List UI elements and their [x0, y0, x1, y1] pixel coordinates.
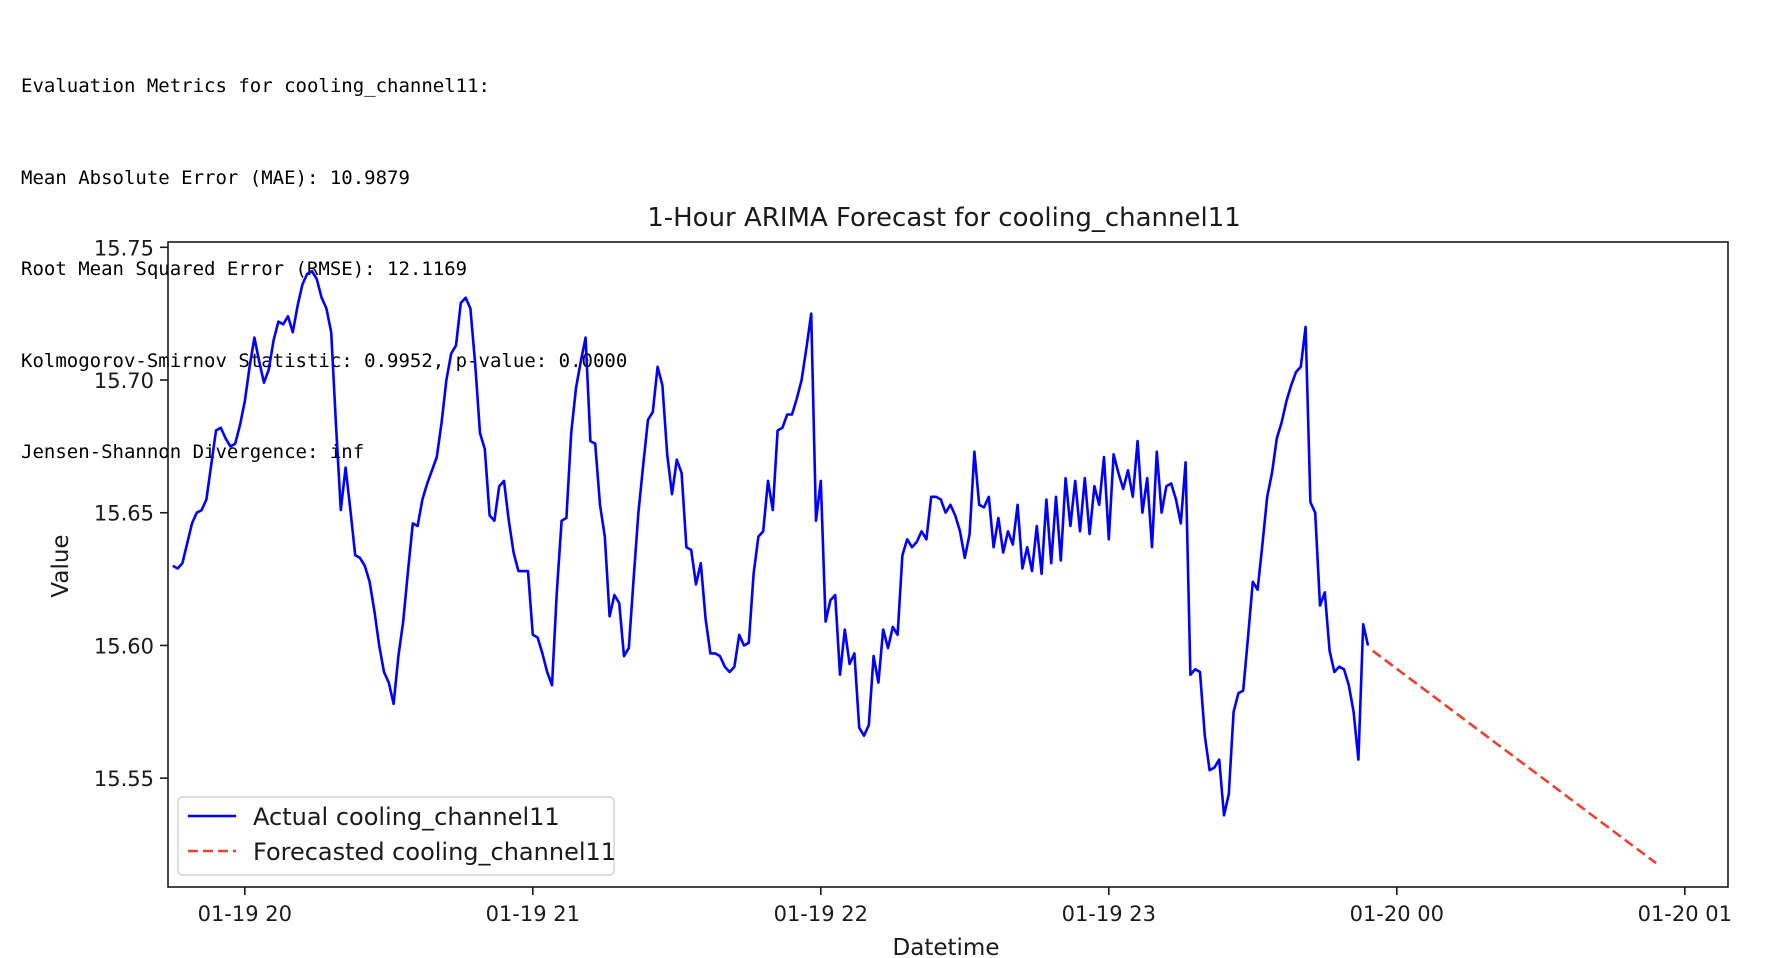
y-tick-label: 15.65 [94, 502, 154, 526]
x-tick-label: 01-20 00 [1350, 902, 1444, 926]
metric-ks: Kolmogorov-Smirnov Statistic: 0.9952, p-… [21, 349, 628, 372]
series-line-forecast [1372, 649, 1657, 865]
y-axis: 15.55 15.60 15.65 15.70 15.75 [94, 236, 168, 791]
legend-label-actual: Actual cooling_channel11 [253, 803, 560, 831]
x-tick-label: 01-19 22 [774, 902, 868, 926]
chart-title: 1-Hour ARIMA Forecast for cooling_channe… [647, 203, 1241, 233]
y-tick-label: 15.75 [94, 236, 154, 260]
plot-series [172, 269, 1657, 865]
metrics-header: Evaluation Metrics for cooling_channel11… [21, 75, 490, 97]
x-tick-label: 01-20 01 [1638, 902, 1732, 926]
y-tick-label: 15.70 [94, 369, 154, 393]
y-tick-label: 15.60 [94, 634, 154, 658]
legend-label-forecast: Forecasted cooling_channel11 [253, 838, 616, 866]
plot-frame [167, 241, 1729, 888]
x-tick-label: 01-19 23 [1062, 902, 1156, 926]
x-tick-label: 01-19 21 [486, 902, 580, 926]
metric-rmse: Root Mean Squared Error (RMSE): 12.1169 [21, 258, 468, 280]
legend-box [177, 796, 615, 876]
x-axis-label: Datetime [893, 935, 1000, 958]
metric-mae: Mean Absolute Error (MAE): 10.9879 [21, 166, 410, 189]
series-line-actual [172, 269, 1370, 817]
x-axis: 01-19 20 01-19 21 01-19 22 01-19 23 01-20 00… [198, 887, 1732, 926]
y-axis-label: Value [48, 534, 74, 597]
y-tick-label: 15.55 [94, 767, 154, 791]
legend: Actual cooling_channel11 Forecasted cool… [177, 796, 616, 876]
x-tick-label: 01-19 20 [198, 902, 292, 926]
